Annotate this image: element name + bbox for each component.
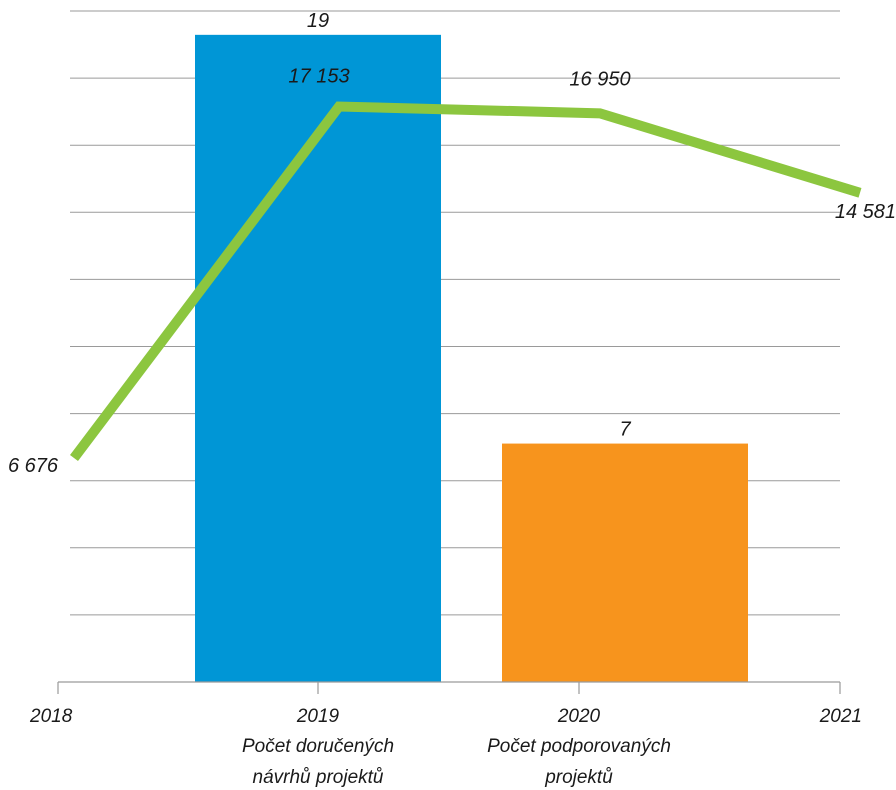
line-value-label: 14 581	[835, 201, 896, 223]
line-value-label: 16 950	[569, 68, 630, 90]
line-value-label: 17 153	[288, 66, 349, 88]
bar-value-label: 19	[307, 10, 329, 32]
x-axis: 2018 2019 2020 2021 Počet doručených návrhů p…	[29, 681, 862, 788]
line-path	[70, 101, 862, 462]
x-tick-label: 2018	[29, 706, 73, 727]
category-label: projektů	[544, 767, 613, 788]
line-series	[70, 101, 862, 462]
x-tick-label: 2020	[557, 706, 601, 727]
category-label: Počet doručených	[242, 736, 394, 757]
line-value-label: 6 676	[8, 455, 59, 477]
bars	[195, 34, 748, 682]
category-label: Počet podporovaných	[487, 736, 671, 757]
x-tick-label: 2019	[296, 706, 340, 727]
x-tick-label: 2021	[819, 706, 862, 727]
bar	[502, 443, 748, 682]
bar-value-label: 7	[619, 419, 631, 441]
category-label: návrhů projektů	[253, 767, 384, 788]
bar	[195, 34, 441, 682]
data-labels: 19 7 6 676 17 153 16 950 14 581	[8, 10, 896, 477]
